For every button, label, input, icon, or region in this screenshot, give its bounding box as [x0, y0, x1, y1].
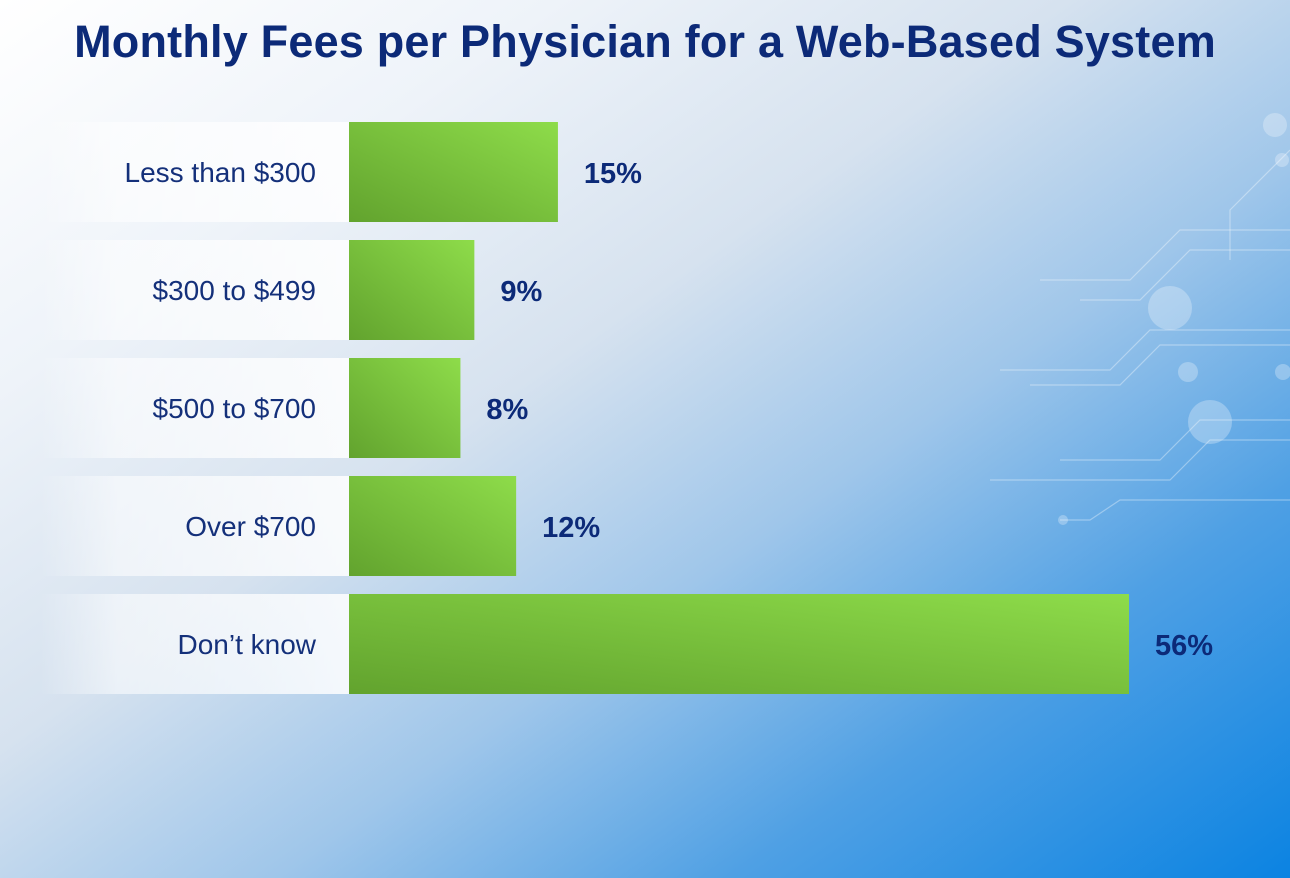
bar: [349, 476, 517, 576]
bar: [349, 122, 558, 222]
category-label-panel: [40, 476, 349, 576]
category-label: Over $700: [185, 511, 316, 542]
category-label: $300 to $499: [153, 275, 317, 306]
category-label: Don’t know: [177, 629, 316, 660]
value-label: 56%: [1155, 630, 1213, 662]
value-label: 12%: [542, 512, 600, 544]
category-label-panel: [40, 240, 349, 340]
value-label: 8%: [486, 394, 528, 426]
category-label-panel: [40, 358, 349, 458]
value-label: 9%: [500, 276, 542, 308]
category-label: $500 to $700: [153, 393, 317, 424]
category-label-panel: [40, 122, 349, 222]
chart-title: Monthly Fees per Physician for a Web-Bas…: [74, 16, 1216, 67]
bar: [349, 594, 1129, 694]
category-label: Less than $300: [125, 157, 317, 188]
category-label-panel: [40, 594, 349, 694]
bar: [349, 240, 475, 340]
bar: [349, 358, 461, 458]
value-label: 15%: [584, 158, 642, 190]
